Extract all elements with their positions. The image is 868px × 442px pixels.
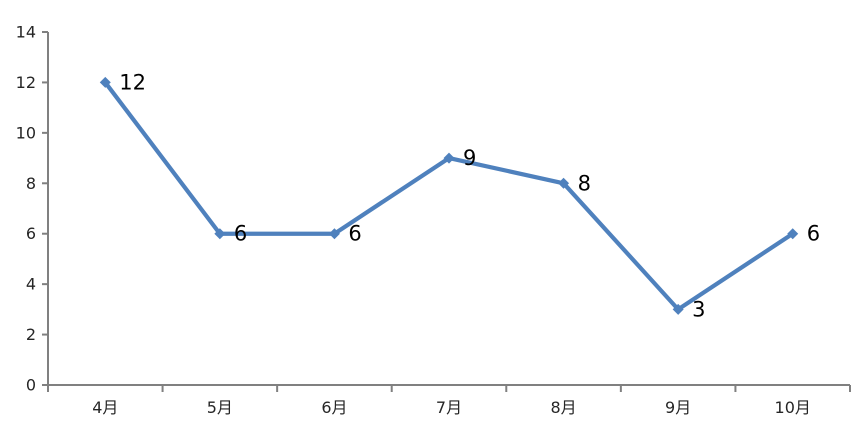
y-axis-tick-label: 6 bbox=[26, 224, 36, 243]
x-axis-label: 5月 bbox=[207, 398, 233, 417]
y-axis-tick-label: 2 bbox=[26, 325, 36, 344]
y-axis-tick-label: 4 bbox=[26, 275, 36, 294]
y-axis-tick-label: 14 bbox=[16, 23, 36, 42]
y-axis-tick-label: 0 bbox=[26, 376, 36, 395]
x-axis-label: 10月 bbox=[775, 398, 811, 417]
data-point-label: 6 bbox=[234, 222, 247, 246]
y-axis-tick-label: 10 bbox=[16, 123, 36, 142]
data-point-label: 6 bbox=[348, 222, 361, 246]
data-point-label: 12 bbox=[119, 70, 146, 94]
data-point-marker bbox=[787, 228, 799, 240]
data-point-marker bbox=[672, 303, 684, 315]
data-point-marker bbox=[328, 228, 340, 240]
data-point-label: 3 bbox=[692, 297, 705, 321]
y-axis-tick-label: 8 bbox=[26, 174, 36, 193]
x-axis-label: 4月 bbox=[92, 398, 118, 417]
data-point-marker bbox=[558, 177, 570, 189]
data-point-marker bbox=[99, 76, 111, 88]
x-axis-label: 6月 bbox=[321, 398, 347, 417]
data-point-marker bbox=[214, 228, 226, 240]
data-point-label: 9 bbox=[463, 146, 476, 170]
y-axis-tick-label: 12 bbox=[16, 73, 36, 92]
data-point-label: 6 bbox=[807, 222, 820, 246]
x-axis-label: 8月 bbox=[550, 398, 576, 417]
data-point-marker bbox=[443, 152, 455, 164]
data-point-label: 8 bbox=[578, 171, 591, 195]
x-axis-label: 7月 bbox=[436, 398, 462, 417]
x-axis-label: 9月 bbox=[665, 398, 691, 417]
